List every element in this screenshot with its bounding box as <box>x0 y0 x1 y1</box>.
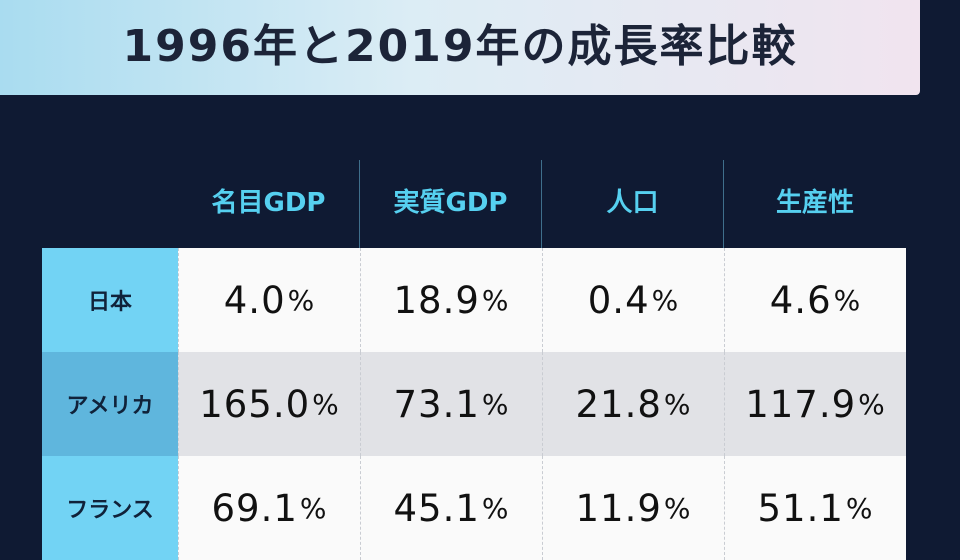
cell-value: 69.1 <box>211 486 298 530</box>
data-table: 日本 4.0% 18.9% 0.4% 4.6% アメリカ 165.0% 73.1… <box>42 248 908 560</box>
cell-value: 21.8 <box>575 382 662 426</box>
column-header: 人口 <box>542 160 724 248</box>
cell-unit: % <box>651 283 680 317</box>
column-header: 名目GDP <box>178 160 360 248</box>
column-header: 生産性 <box>775 187 854 218</box>
cell-unit: % <box>663 491 692 525</box>
cell-unit: % <box>481 387 510 421</box>
cell-value: 4.6 <box>769 278 832 322</box>
cell-unit: % <box>833 283 862 317</box>
table-cell: 51.1% <box>724 456 906 560</box>
cell-unit: % <box>299 491 328 525</box>
cell-value: 45.1 <box>393 486 480 530</box>
column-header-row: 名目GDP 実質GDP 人口 生産性 <box>178 160 908 248</box>
table-row: アメリカ 165.0% 73.1% 21.8% 117.9% <box>42 352 908 456</box>
cell-value: 51.1 <box>757 486 844 530</box>
table-row: 日本 4.0% 18.9% 0.4% 4.6% <box>42 248 908 352</box>
cell-unit: % <box>312 387 340 421</box>
table-cell: 0.4% <box>542 248 724 352</box>
cell-unit: % <box>481 283 510 317</box>
row-label: フランス <box>42 456 178 560</box>
row-label: アメリカ <box>42 352 178 456</box>
title-banner: 1996年と2019年の成長率比較 <box>0 0 920 95</box>
cell-unit: % <box>481 491 510 525</box>
cell-value: 4.0 <box>223 278 286 322</box>
table-cell: 21.8% <box>542 352 724 456</box>
table-row: フランス 69.1% 45.1% 11.9% 51.1% <box>42 456 908 560</box>
cell-value: 0.4 <box>587 278 650 322</box>
table-cell: 117.9% <box>724 352 906 456</box>
table-cell: 11.9% <box>542 456 724 560</box>
cell-value: 11.9 <box>575 486 662 530</box>
chart-title: 1996年と2019年の成長率比較 <box>122 20 798 72</box>
row-label: 日本 <box>42 248 178 352</box>
cell-value: 73.1 <box>393 382 480 426</box>
table-cell: 165.0% <box>178 352 360 456</box>
cell-unit: % <box>287 283 316 317</box>
table-cell: 69.1% <box>178 456 360 560</box>
column-header: 実質GDP <box>360 160 542 248</box>
cell-value: 18.9 <box>393 278 480 322</box>
table-cell: 4.0% <box>178 248 360 352</box>
cell-unit: % <box>858 387 886 421</box>
table-cell: 73.1% <box>360 352 542 456</box>
table-cell: 4.6% <box>724 248 906 352</box>
cell-unit: % <box>663 387 692 421</box>
table-cell: 45.1% <box>360 456 542 560</box>
table-cell: 18.9% <box>360 248 542 352</box>
cell-unit: % <box>845 491 874 525</box>
cell-value: 117.9 <box>745 382 857 426</box>
cell-value: 165.0 <box>199 382 311 426</box>
